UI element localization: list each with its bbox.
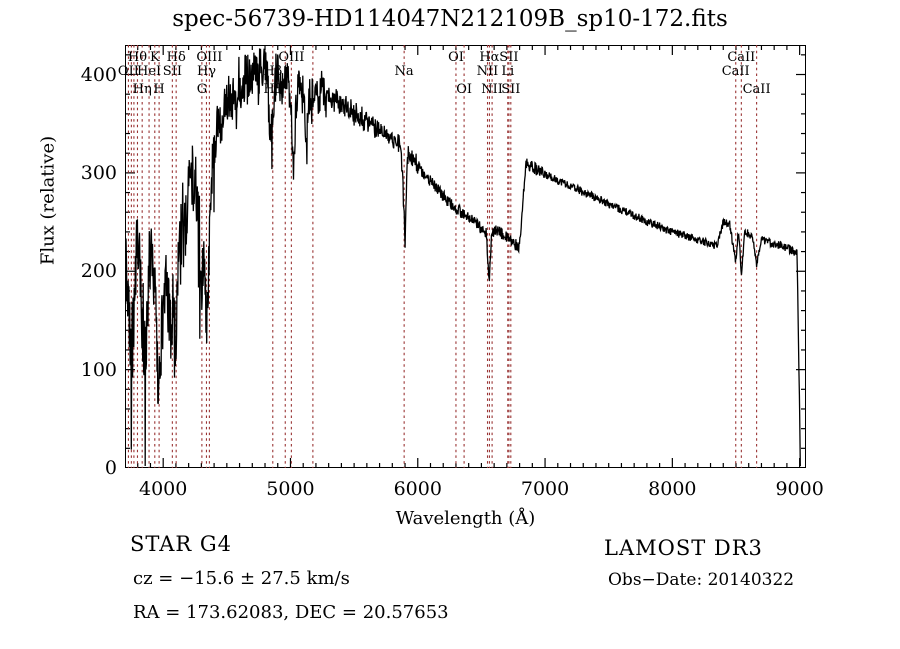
spectrum-svg bbox=[125, 45, 806, 468]
x-tick-label: 4000 bbox=[138, 478, 188, 500]
line-label: OII bbox=[117, 64, 139, 79]
y-tick-label: 100 bbox=[80, 358, 117, 381]
y-axis-title: Flux (relative) bbox=[37, 135, 59, 266]
x-tick-label: 5000 bbox=[266, 478, 315, 500]
object-class-text: STAR G4 bbox=[130, 532, 233, 556]
line-label: OI bbox=[456, 82, 472, 97]
plot-frame bbox=[125, 45, 806, 468]
observation-date-text: Obs−Date: 20140322 bbox=[608, 570, 795, 590]
line-label: NII bbox=[476, 64, 499, 79]
x-tick-label: 8000 bbox=[648, 478, 697, 500]
line-label: Hη bbox=[132, 82, 152, 97]
line-label: Na bbox=[394, 64, 414, 79]
x-axis-title: Wavelength (Å) bbox=[395, 508, 536, 529]
y-tick-label: 400 bbox=[80, 63, 117, 86]
line-label: G bbox=[196, 82, 208, 97]
line-label: NII bbox=[481, 82, 503, 97]
spectrum-plot-area: Hθ K Hδ OIII OIII OI Hα SII CaII OII HeI SII Hγ Hβ Na N… bbox=[118, 45, 806, 468]
y-tick-label: 0 bbox=[104, 457, 117, 479]
x-tick-label: 6000 bbox=[393, 478, 442, 500]
redshift-velocity-text: cz = −15.6 ± 27.5 km/s bbox=[133, 568, 350, 589]
line-label: CaII bbox=[727, 50, 756, 65]
line-label: CaII bbox=[742, 82, 771, 97]
survey-name-text: LAMOST DR3 bbox=[604, 536, 763, 560]
line-label: SII bbox=[501, 82, 521, 97]
x-tick-label: 9000 bbox=[775, 478, 824, 500]
line-label: HeI bbox=[137, 64, 162, 79]
line-label: SII bbox=[162, 64, 182, 79]
line-label: OIII bbox=[278, 50, 305, 65]
y-tick-label: 300 bbox=[80, 161, 117, 184]
line-label: Hβ bbox=[263, 82, 283, 97]
spectrum-trace bbox=[125, 48, 801, 467]
page-title: spec-56739-HD114047N212109B_sp10-172.fit… bbox=[172, 6, 728, 32]
line-marker-rules bbox=[127, 45, 758, 468]
line-label: OI bbox=[448, 50, 464, 65]
line-label: K bbox=[149, 50, 160, 65]
y-tick-label: 200 bbox=[80, 260, 117, 283]
line-label: Hβ bbox=[263, 64, 283, 79]
line-label: Hγ bbox=[196, 64, 217, 79]
line-label: Hδ bbox=[166, 50, 186, 65]
line-label: Li bbox=[501, 64, 515, 79]
line-label: OIII bbox=[196, 50, 223, 65]
line-label: Hθ bbox=[127, 50, 148, 65]
x-tick-label: 7000 bbox=[520, 478, 570, 500]
coordinates-text: RA = 173.62083, DEC = 20.57653 bbox=[133, 602, 449, 623]
line-label: CaII bbox=[721, 64, 750, 79]
line-label: SII bbox=[499, 50, 519, 65]
line-label: H bbox=[153, 82, 165, 97]
line-label: Hα bbox=[479, 50, 500, 65]
